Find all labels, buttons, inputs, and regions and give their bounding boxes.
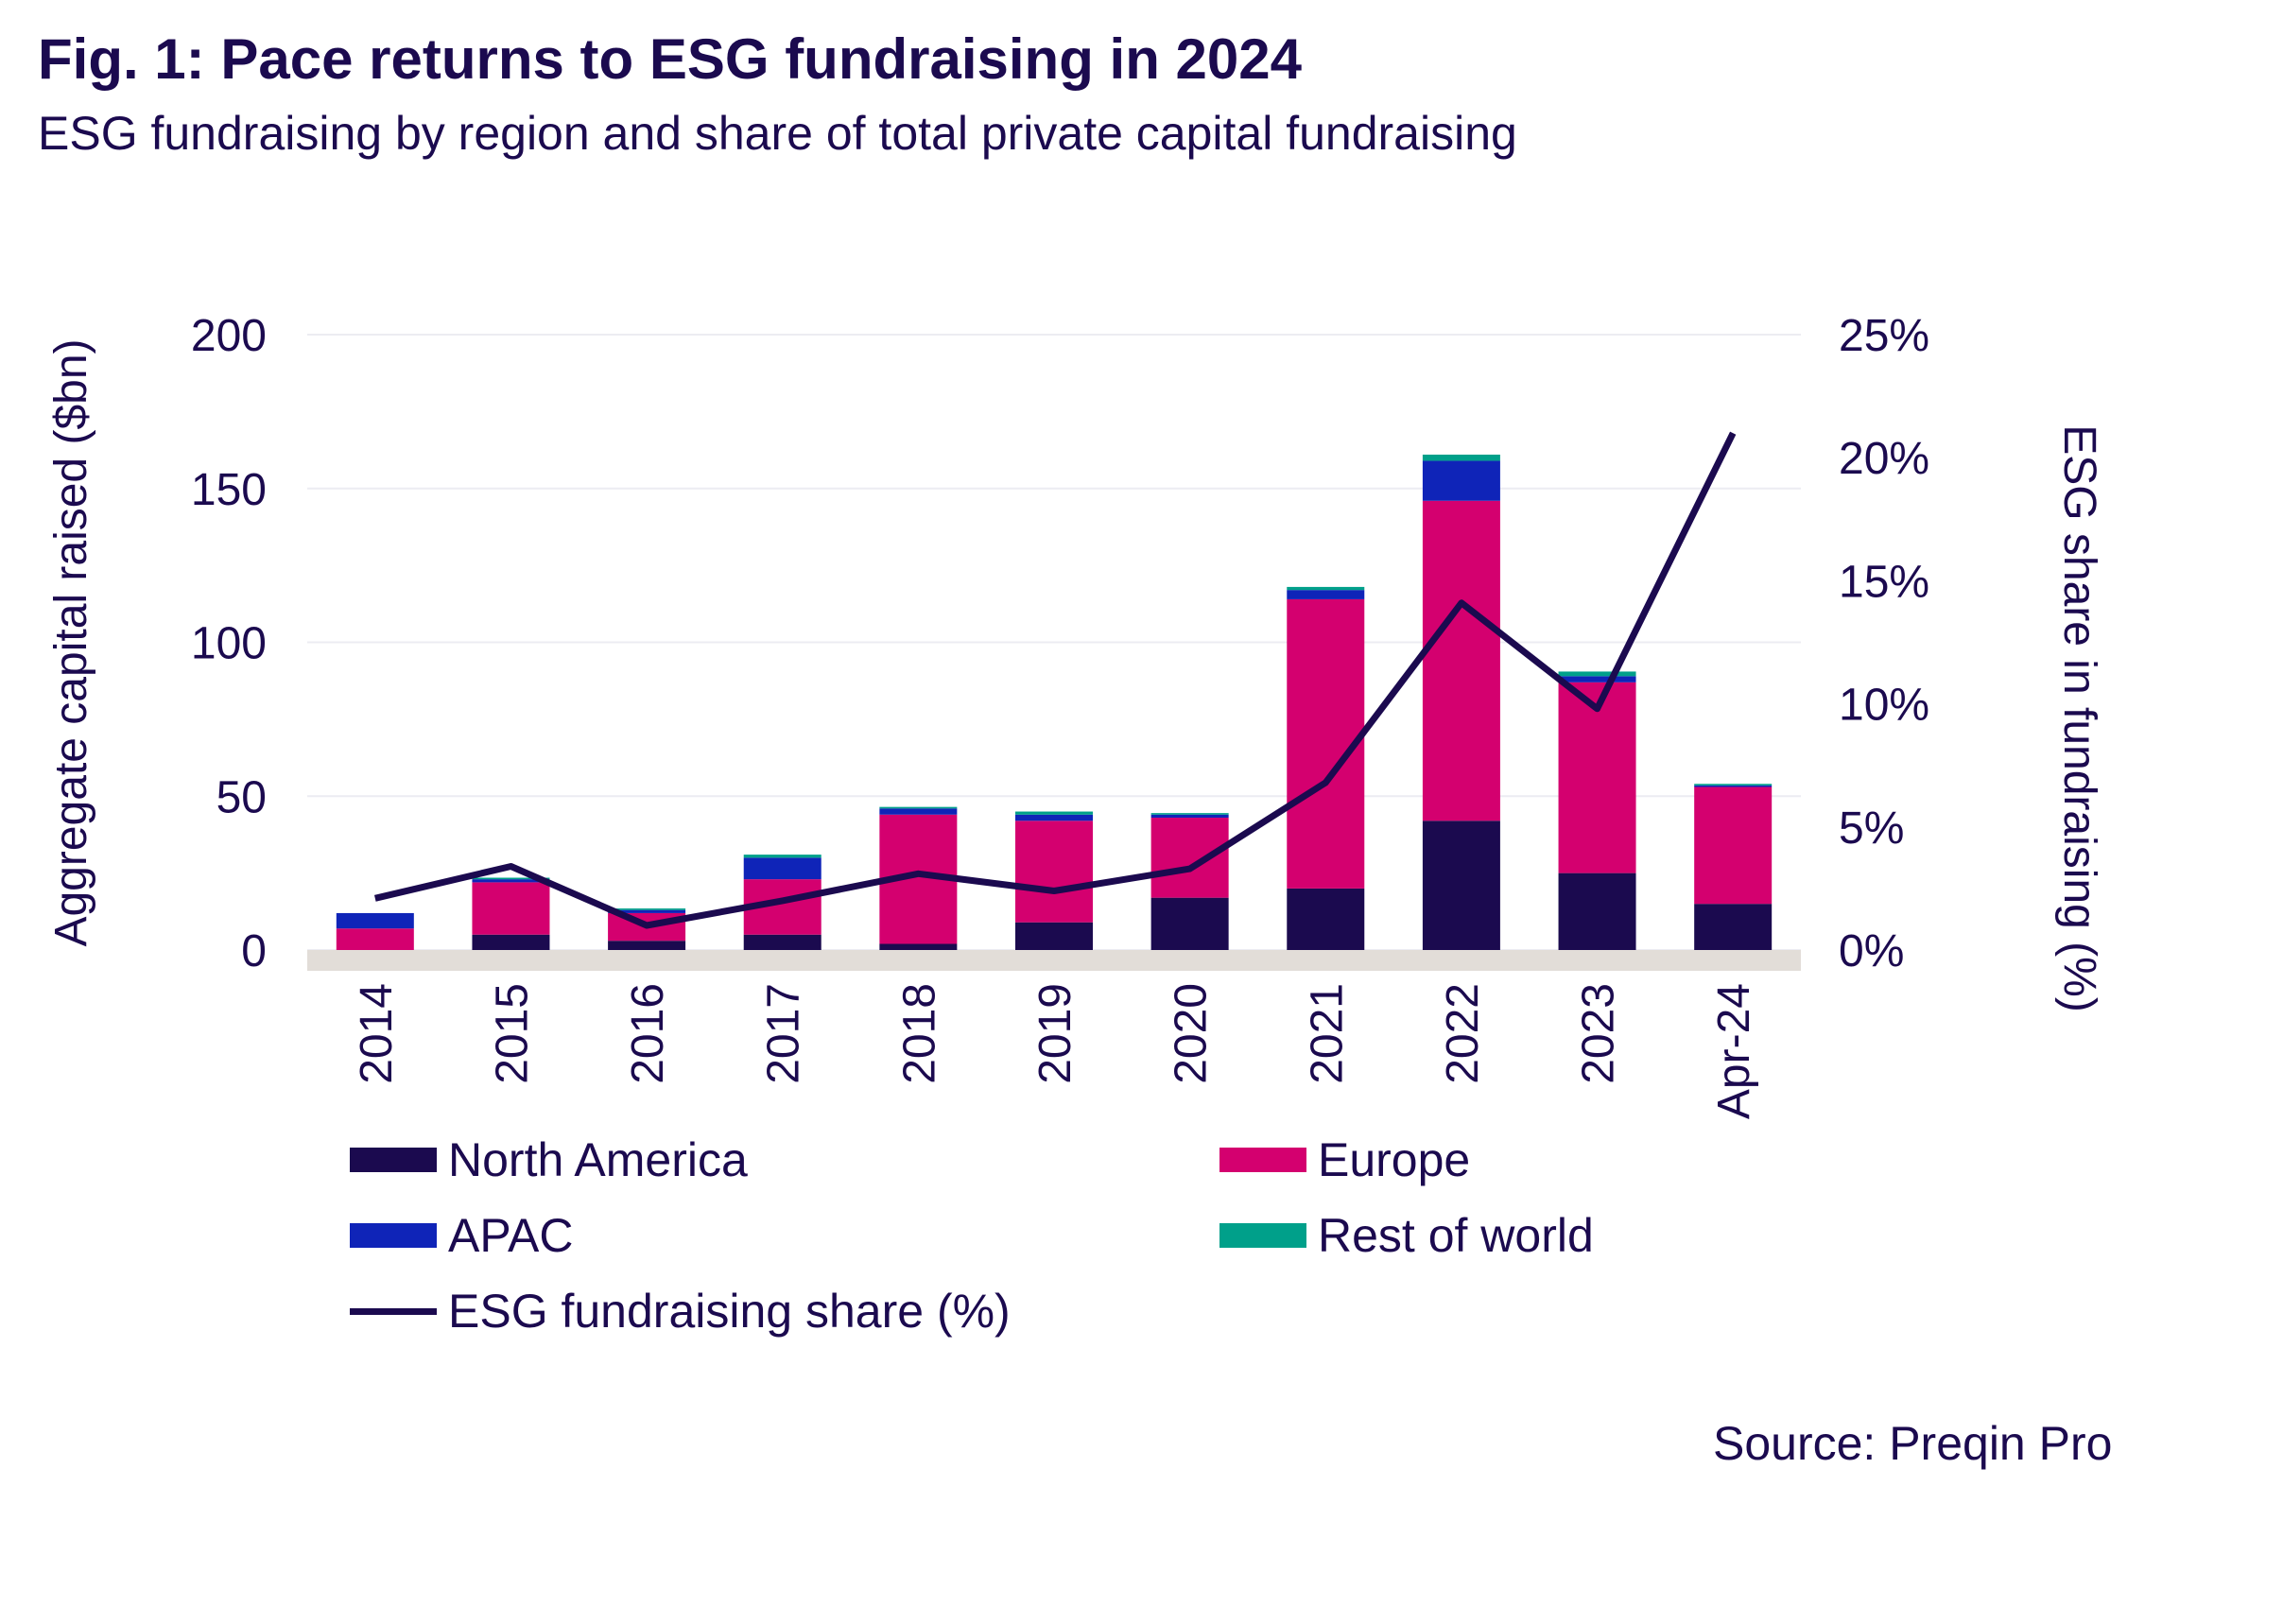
- bar-apac-2014: [336, 912, 414, 929]
- bar-apac-2018: [879, 808, 958, 815]
- y2-tick-label: 0%: [1839, 926, 1904, 976]
- legend-item-north-america: North America: [350, 1132, 748, 1187]
- legend-item-esg-share: ESG fundraising share (%): [350, 1284, 1011, 1339]
- bar-europe-2023: [1558, 682, 1636, 873]
- bar-europe-2020: [1150, 818, 1229, 898]
- y2-axis-ticks: 0% 5% 10% 15% 20% 25%: [1839, 311, 1929, 976]
- bar-europe-2015: [472, 882, 550, 935]
- bar-north-america-apr-24: [1694, 904, 1773, 950]
- bar-apac-apr-24: [1694, 785, 1773, 787]
- bar-rest-of-world-2023: [1558, 671, 1636, 677]
- y2-tick-label: 20%: [1839, 434, 1929, 484]
- source-note: Source: Preqin Pro: [1713, 1417, 2113, 1470]
- bar-apac-2017: [743, 857, 822, 880]
- legend-swatch-europe: [1219, 1148, 1306, 1172]
- bars: [336, 454, 1773, 950]
- x-tick-label: 2022: [1438, 983, 1488, 1084]
- y-axis-label: Aggregate capital raised ($bn): [46, 338, 96, 946]
- y2-tick-label: 25%: [1839, 311, 1929, 361]
- bar-north-america-2021: [1287, 888, 1365, 950]
- legend-item-europe: Europe: [1219, 1132, 1470, 1187]
- bar-apac-2019: [1015, 814, 1093, 821]
- y2-axis-label: ESG share in fundraising (%): [2054, 424, 2104, 1012]
- bar-apac-2022: [1422, 460, 1500, 501]
- bar-rest-of-world-2022: [1422, 454, 1500, 461]
- bar-apac-2015: [472, 879, 550, 883]
- bar-apac-2021: [1287, 590, 1365, 599]
- y2-tick-label: 15%: [1839, 557, 1929, 607]
- bar-rest-of-world-2020: [1150, 813, 1229, 815]
- x-tick-label: 2021: [1302, 983, 1352, 1084]
- bar-apac-2023: [1558, 676, 1636, 682]
- bar-europe-2019: [1015, 821, 1093, 923]
- x-tick-label: 2014: [352, 983, 402, 1084]
- x-tick-label: 2016: [623, 983, 673, 1084]
- bar-north-america-2015: [472, 934, 550, 950]
- legend-swatch-apac: [350, 1223, 437, 1248]
- legend-label-europe: Europe: [1318, 1133, 1471, 1186]
- y-tick-label: 50: [216, 772, 267, 822]
- legend-swatch-rest-of-world: [1219, 1223, 1306, 1248]
- legend-swatch-esg-share: [350, 1307, 437, 1315]
- legend-label-rest-of-world: Rest of world: [1318, 1209, 1594, 1262]
- y-tick-label: 150: [191, 465, 267, 515]
- bar-north-america-2020: [1150, 897, 1229, 950]
- bar-north-america-2018: [879, 943, 958, 950]
- y-tick-label: 100: [191, 619, 267, 669]
- y-tick-label: 200: [191, 311, 267, 361]
- x-tick-label: 2019: [1030, 983, 1081, 1084]
- chart-title: Fig. 1: Pace returns to ESG fundraising …: [38, 27, 1302, 91]
- bar-rest-of-world-2015: [472, 877, 550, 880]
- esg-share-line: [373, 431, 1737, 929]
- y-axis-ticks: 0 50 100 150 200: [191, 311, 267, 976]
- bar-rest-of-world-2016: [608, 908, 686, 910]
- y-tick-label: 0: [241, 926, 267, 976]
- bar-rest-of-world-2017: [743, 855, 822, 858]
- legend-item-rest-of-world: Rest of world: [1219, 1208, 1594, 1263]
- bar-north-america-2022: [1422, 821, 1500, 950]
- bar-europe-2022: [1422, 500, 1500, 821]
- y2-tick-label: 5%: [1839, 803, 1904, 854]
- bar-north-america-2023: [1558, 872, 1636, 950]
- bar-apac-2020: [1150, 814, 1229, 819]
- legend-label-esg-share: ESG fundraising share (%): [448, 1285, 1011, 1338]
- bar-europe-2014: [336, 928, 414, 950]
- chart-subtitle: ESG fundraising by region and share of t…: [38, 107, 1517, 160]
- bar-north-america-2016: [608, 941, 686, 950]
- y2-tick-label: 10%: [1839, 681, 1929, 731]
- bar-europe-apr-24: [1694, 786, 1773, 905]
- legend-label-north-america: North America: [448, 1133, 748, 1186]
- x-tick-label: 2017: [759, 983, 809, 1084]
- bar-apac-2016: [608, 909, 686, 913]
- bar-rest-of-world-2021: [1287, 586, 1365, 591]
- x-axis-baseline: [307, 950, 1801, 971]
- bar-rest-of-world-2019: [1015, 811, 1093, 815]
- x-axis-ticks: 2014 2015 2016 2017 2018 2019 2020 2021 2022 2023…: [352, 983, 1759, 1119]
- x-tick-label: 2018: [894, 983, 944, 1084]
- x-tick-label: 2015: [487, 983, 537, 1084]
- bar-north-america-2019: [1015, 922, 1093, 950]
- x-tick-label: Apr-24: [1709, 983, 1759, 1119]
- legend-swatch-north-america: [350, 1148, 437, 1172]
- legend-label-apac: APAC: [448, 1209, 574, 1262]
- legend-item-apac: APAC: [350, 1208, 573, 1263]
- bar-rest-of-world-apr-24: [1694, 784, 1773, 786]
- bar-north-america-2017: [743, 934, 822, 950]
- bar-rest-of-world-2018: [879, 806, 958, 809]
- x-tick-label: 2020: [1167, 983, 1217, 1084]
- x-tick-label: 2023: [1574, 983, 1624, 1084]
- legend: North America Europe APAC Rest of world …: [350, 1132, 1692, 1359]
